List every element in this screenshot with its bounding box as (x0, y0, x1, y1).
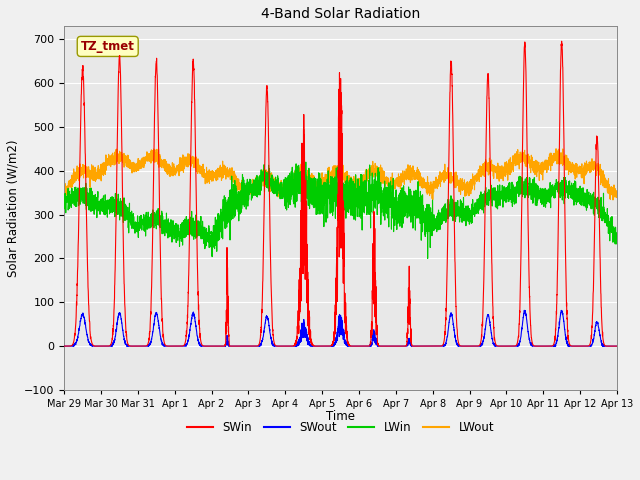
Title: 4-Band Solar Radiation: 4-Band Solar Radiation (261, 7, 420, 21)
X-axis label: Time: Time (326, 410, 355, 423)
Text: TZ_tmet: TZ_tmet (81, 40, 134, 53)
Y-axis label: Solar Radiation (W/m2): Solar Radiation (W/m2) (7, 139, 20, 277)
Legend: SWin, SWout, LWin, LWout: SWin, SWout, LWin, LWout (182, 416, 499, 439)
